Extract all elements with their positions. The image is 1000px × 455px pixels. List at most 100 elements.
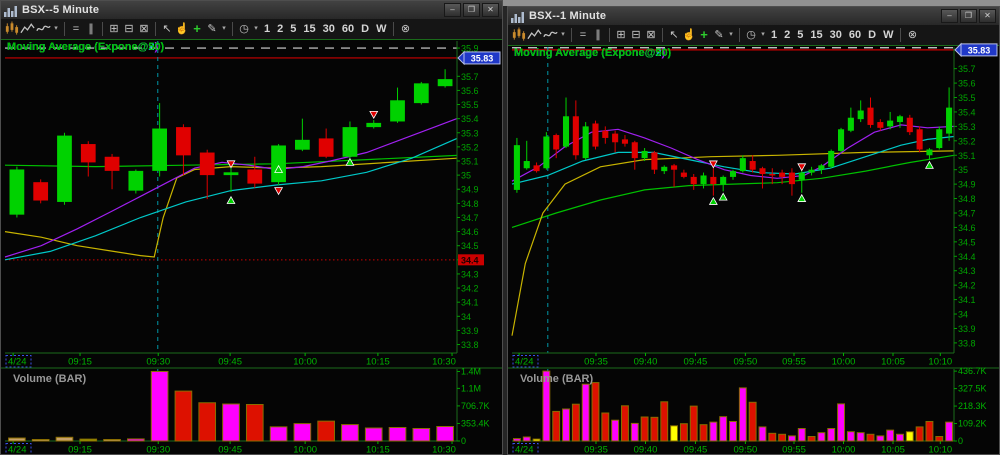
close-button[interactable]: ✕ (482, 3, 499, 17)
svg-text:35.2: 35.2 (461, 142, 479, 152)
pencil-tool-dropdown[interactable]: ▾ (729, 31, 733, 38)
titlebar-1min[interactable]: BSX--1 Minute – ❐ ✕ (508, 7, 999, 25)
down-signal-marker (708, 160, 718, 169)
layout-mixed-icon[interactable]: ⊠ (139, 23, 149, 35)
svg-text:10:05: 10:05 (881, 357, 905, 368)
interval-dropdown[interactable]: ▾ (761, 31, 765, 38)
pan-tool-icon[interactable]: ☝ (175, 23, 189, 35)
timeframe-30-button[interactable]: 30 (322, 23, 335, 35)
layout-mixed-icon[interactable]: ⊠ (646, 29, 656, 41)
horizontal-line-tool-icon[interactable]: = (72, 23, 80, 35)
layout-grid-icon[interactable]: ⊞ (616, 29, 626, 41)
horizontal-line-tool-icon[interactable]: = (579, 29, 587, 41)
pan-tool-icon[interactable]: ☝ (682, 29, 696, 41)
svg-text:0: 0 (461, 436, 466, 446)
svg-text:09:45: 09:45 (218, 445, 242, 455)
svg-text:09:45: 09:45 (684, 357, 708, 368)
svg-text:09:40: 09:40 (634, 445, 658, 455)
close-button[interactable]: ✕ (979, 9, 996, 23)
svg-text:34.3: 34.3 (461, 269, 479, 279)
timeframe-60-button[interactable]: 60 (341, 23, 355, 35)
layout-rows-icon[interactable]: ⊟ (124, 23, 134, 35)
interval-clock-icon[interactable]: ◷ (746, 29, 756, 41)
svg-text:218.3K: 218.3K (958, 401, 987, 411)
chart-style-wave-icon[interactable] (543, 27, 558, 43)
up-signal-marker (274, 164, 284, 173)
timeframe-day-button[interactable]: D (868, 29, 877, 41)
titlebar-5min[interactable]: BSX--5 Minute – ❐ ✕ (1, 1, 502, 19)
svg-text:10:00: 10:00 (293, 357, 317, 368)
ma-label: Moving Average (Expone@9) (514, 47, 666, 59)
svg-text:09:35: 09:35 (584, 445, 608, 455)
current-price-box (960, 43, 998, 57)
up-signal-marker (226, 195, 236, 204)
timeframe-30-button[interactable]: 30 (829, 29, 842, 41)
timeframe-2-button[interactable]: 2 (277, 23, 284, 35)
pencil-tool-icon[interactable]: ✎ (714, 29, 724, 41)
svg-text:35.1: 35.1 (461, 157, 479, 167)
chart-style-dropdown[interactable]: ▾ (54, 25, 58, 32)
svg-text:10:00: 10:00 (293, 445, 317, 455)
svg-text:34.4: 34.4 (461, 255, 479, 265)
svg-text:34.5: 34.5 (958, 237, 976, 247)
maximize-button[interactable]: ❐ (463, 3, 480, 17)
timeframe-day-button[interactable]: D (361, 23, 370, 35)
timeframe-15-button[interactable]: 15 (303, 23, 316, 35)
window-controls: – ❐ ✕ (444, 3, 499, 17)
chart-style-line-icon[interactable] (527, 27, 542, 43)
chart-style-candles-icon[interactable] (511, 27, 526, 43)
timeframe-week-button[interactable]: W (883, 29, 894, 41)
svg-text:34.6: 34.6 (461, 227, 479, 237)
chart-style-wave-icon[interactable] (36, 21, 51, 37)
svg-text:34: 34 (958, 310, 968, 320)
minimize-button[interactable]: – (941, 9, 958, 23)
toolbar-separator (232, 22, 233, 36)
chart-canvas-1min[interactable]: 35.7 35.6 35.5 35.4 35.3 35.2 35.1 35 34.9 34.8 34… (508, 7, 999, 454)
layout-grid-icon[interactable]: ⊞ (109, 23, 119, 35)
interval-clock-icon[interactable]: ◷ (239, 23, 249, 35)
timeframe-2-button[interactable]: 2 (784, 29, 791, 41)
interval-dropdown[interactable]: ▾ (254, 25, 258, 32)
svg-text:35.5: 35.5 (958, 93, 976, 103)
svg-text:4/24: 4/24 (8, 357, 27, 368)
toolbar-separator (571, 28, 572, 42)
crosshair-tool-icon[interactable]: + (193, 21, 201, 36)
pencil-tool-dropdown[interactable]: ▾ (222, 25, 226, 32)
timeframe-week-button[interactable]: W (376, 23, 387, 35)
svg-text:35.4: 35.4 (461, 114, 479, 124)
pencil-tool-icon[interactable]: ✎ (207, 23, 217, 35)
vwap-line (4, 157, 458, 258)
chart-canvas-5min[interactable]: 35.9 35.7 35.6 35.5 35.4 35.3 35.2 35.1 35 34.9 34… (1, 1, 502, 454)
svg-text:10:10: 10:10 (928, 445, 952, 455)
timeframe-5-button[interactable]: 5 (290, 23, 297, 35)
svg-text:327.5K: 327.5K (958, 384, 987, 394)
timeframe-1-button[interactable]: 1 (264, 23, 271, 35)
cursor-tool-icon[interactable]: ↖ (162, 23, 172, 35)
maximize-button[interactable]: ❐ (960, 9, 977, 23)
timeframe-1-button[interactable]: 1 (771, 29, 778, 41)
cursor-tool-icon[interactable]: ↖ (669, 29, 679, 41)
layout-rows-icon[interactable]: ⊟ (631, 29, 641, 41)
toolbar-separator (739, 28, 740, 42)
crosshair-tool-icon[interactable]: + (700, 27, 708, 42)
timeframe-5-button[interactable]: 5 (797, 29, 804, 41)
chart-style-line-icon[interactable] (20, 21, 35, 37)
remove-study-icon[interactable]: ⊗ (400, 23, 411, 35)
minimize-button[interactable]: – (444, 3, 461, 17)
svg-text:09:50: 09:50 (733, 357, 757, 368)
remove-study-icon[interactable]: ⊗ (907, 29, 918, 41)
chart-style-candles-icon[interactable] (4, 21, 19, 37)
alert-price-tick (458, 254, 484, 266)
svg-text:35.3: 35.3 (958, 122, 976, 132)
window-chart-icon (511, 10, 525, 23)
vwap-line (511, 150, 955, 336)
chart-style-dropdown[interactable]: ▾ (561, 31, 565, 38)
timeframe-60-button[interactable]: 60 (848, 29, 862, 41)
svg-text:35: 35 (461, 171, 471, 181)
svg-text:1.4M: 1.4M (461, 366, 481, 376)
vertical-line-tool-icon[interactable]: ∥ (595, 29, 601, 41)
vertical-line-tool-icon[interactable]: ∥ (88, 23, 94, 35)
timeframe-15-button[interactable]: 15 (810, 29, 823, 41)
up-signal-marker (718, 192, 728, 201)
svg-text:09:45: 09:45 (218, 357, 242, 368)
